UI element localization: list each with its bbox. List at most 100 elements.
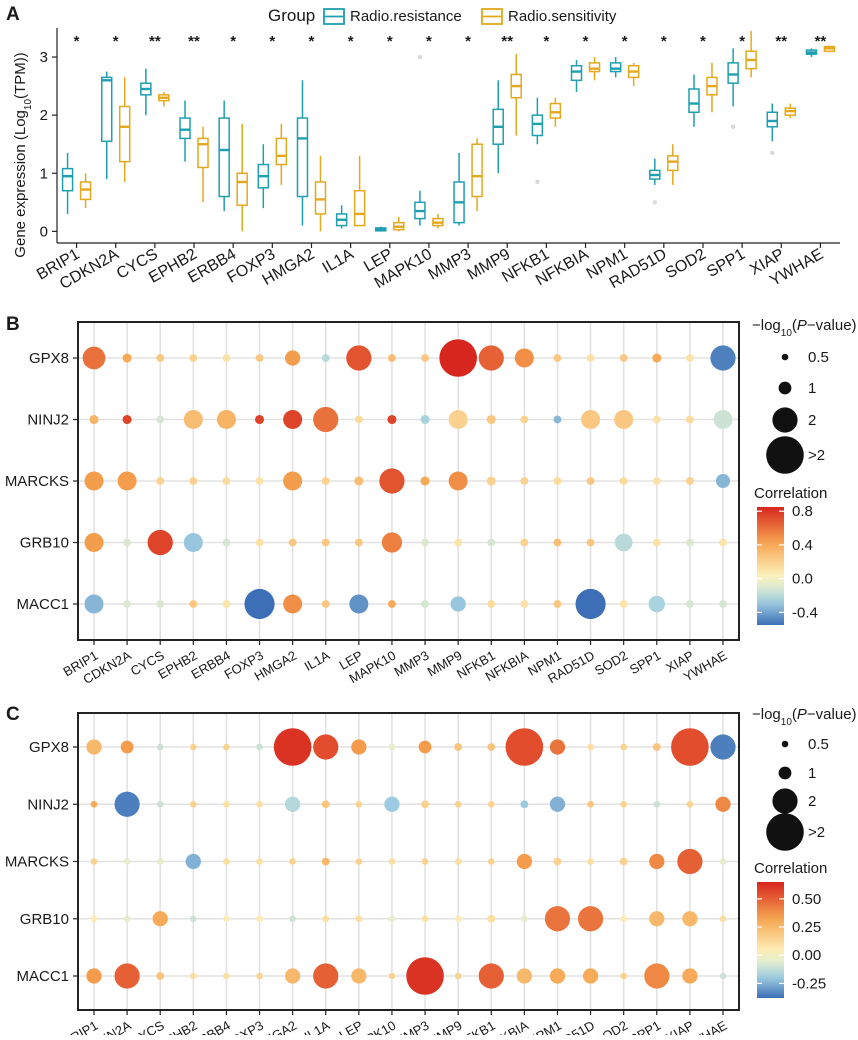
y-tick-label: 3 [40,49,48,66]
column-label: LEP [337,1018,366,1035]
dot-gpx8-nfkb1 [487,743,496,751]
dot-ninj2-cycs [156,800,164,808]
color-legend-title-b: Correlation [754,485,827,502]
dot-marcks-npm1 [553,477,562,485]
dot-grb10-xiap [682,911,698,927]
box-resistance-xiap [766,103,779,156]
panel-b-letter: B [6,314,20,335]
dot-ninj2-erbb4 [223,800,230,808]
dot-marcks-foxp3 [255,477,264,485]
dotplot-c: GPX8NINJ2MARCKSGRB10MACC1BRIP1CDKN2ACYCS… [5,712,740,1040]
box-body [296,117,309,198]
box-body [531,114,544,137]
dot-gpx8-mapk10 [388,354,396,362]
dot-macc1-nfkb1 [487,600,496,608]
box-body [688,88,700,114]
dot-grb10-brip1 [90,915,98,923]
dot-macc1-xiap [685,600,694,608]
column-label: BRIP1 [60,1018,100,1035]
dot-ninj2-mmp9 [454,800,462,808]
dot-macc1-spp1 [648,595,666,613]
box-resistance-npm1 [609,57,622,78]
colorbar-label: 0.00 [792,947,821,964]
dot-ninj2-hmga2 [283,410,303,429]
dot-marcks-nfkb1 [487,858,495,865]
dot-gpx8-foxp3 [256,743,263,751]
dot-grb10-foxp3 [255,538,264,547]
dot-grb10-ywhae [719,915,727,923]
size-legend-dot [781,353,789,361]
size-legend-title-b: −log10(P−value) [752,317,857,339]
dot-grb10-hmga2 [289,915,296,923]
dot-macc1-rad51d [575,588,606,620]
dotplot-b: GPX8NINJ2MARCKSGRB10MACC1BRIP1CDKN2ACYCS… [5,321,740,687]
size-legend-label: 2 [808,412,816,429]
column-label: SPP1 [627,1018,663,1035]
dot-grb10-xiap [685,538,694,547]
dot-gpx8-ephb2 [189,354,198,362]
dot-grb10-sod2 [614,533,633,552]
dot-grb10-spp1 [649,911,665,927]
dot-ninj2-lep [354,415,363,424]
size-legend-label: 2 [808,793,816,810]
dot-ninj2-spp1 [653,800,661,808]
color-legend-title-c: Correlation [754,860,827,877]
dot-gpx8-lep [346,345,372,371]
dot-gpx8-npm1 [549,739,566,755]
dot-gpx8-hmga2 [284,350,301,366]
size-legend-label: 1 [808,765,816,782]
dot-gpx8-xiap [685,354,694,362]
size-legend-dot [781,740,789,748]
row-label: MARCKS [5,854,69,871]
size-legend-dot [766,436,804,474]
dot-gpx8-mmp9 [439,339,477,377]
dot-marcks-il1a [321,477,330,485]
box-sensitivity-cycs [158,91,170,107]
dot-ninj2-hmga2 [284,796,301,812]
dot-gpx8-mapk10 [388,743,396,751]
dot-grb10-rad51d [586,538,595,547]
dot-ninj2-ephb2 [190,800,197,808]
dot-macc1-cdkn2a [123,600,132,608]
dot-grb10-mmp3 [421,538,429,547]
box-resistance-il1a [335,205,348,229]
y-axis-label: Gene expression (Log10(TPM)) [12,52,34,257]
significance-mark: * [426,33,432,50]
box-body [275,137,288,166]
x-tick-label: MMP3 [426,246,475,284]
dot-gpx8-mmp3 [421,354,429,362]
box-body [570,65,583,82]
row-label: MACC1 [16,968,69,985]
dot-gpx8-xiap [671,728,709,766]
outlier-point [417,54,423,60]
colorbar-label: 0.0 [792,571,813,588]
column-label: SPP1 [627,648,663,678]
dot-gpx8-brip1 [86,739,102,755]
significance-mark: * [113,33,119,50]
dot-ninj2-spp1 [652,415,661,424]
box-resistance-ywhae [805,48,818,58]
dot-macc1-mmp3 [421,600,429,608]
row-label: NINJ2 [27,412,69,429]
box-sensitivity-foxp3 [275,123,288,185]
significance-mark: * [465,33,471,50]
dot-gpx8-mmp3 [418,740,432,754]
dot-macc1-mmp3 [406,957,444,995]
box-body [179,117,191,140]
dot-ninj2-rad51d [581,410,601,429]
box-sensitivity-lep [393,216,405,232]
dot-gpx8-npm1 [553,354,562,362]
significance-mark: * [661,33,667,50]
box-resistance-brip1 [61,152,74,214]
box-body [100,76,113,143]
dot-ninj2-nfkbia [520,800,529,809]
dot-ninj2-ephb2 [183,410,203,429]
dot-marcks-rad51d [587,858,594,865]
dot-grb10-erbb4 [223,915,230,923]
dot-marcks-nfkbia [516,853,533,870]
box-sensitivity-sod2 [706,62,718,113]
dot-grb10-spp1 [652,538,661,547]
dot-grb10-cdkn2a [123,915,131,923]
dot-grb10-cdkn2a [123,538,132,547]
